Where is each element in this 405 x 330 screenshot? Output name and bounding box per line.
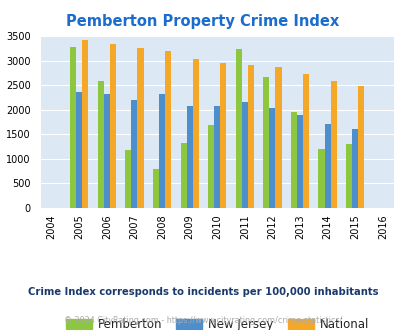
Bar: [351, 129, 357, 208]
Bar: [131, 100, 137, 208]
Bar: [110, 44, 116, 208]
Bar: [186, 106, 192, 208]
Bar: [345, 144, 351, 208]
Bar: [159, 94, 165, 208]
Bar: [153, 169, 159, 208]
Bar: [98, 82, 104, 208]
Bar: [208, 124, 214, 208]
Bar: [296, 115, 302, 208]
Bar: [302, 74, 308, 208]
Bar: [70, 47, 76, 208]
Bar: [165, 50, 171, 208]
Bar: [247, 65, 253, 208]
Bar: [269, 108, 275, 208]
Bar: [324, 123, 330, 208]
Bar: [220, 63, 226, 208]
Bar: [241, 103, 247, 208]
Bar: [180, 143, 186, 208]
Text: Crime Index corresponds to incidents per 100,000 inhabitants: Crime Index corresponds to incidents per…: [28, 287, 377, 297]
Text: © 2024 CityRating.com - https://www.cityrating.com/crime-statistics/: © 2024 CityRating.com - https://www.city…: [64, 316, 341, 325]
Bar: [137, 48, 143, 208]
Legend: Pemberton, New Jersey, National: Pemberton, New Jersey, National: [61, 313, 373, 330]
Bar: [214, 106, 220, 208]
Bar: [357, 86, 363, 208]
Bar: [76, 92, 82, 208]
Bar: [263, 77, 269, 208]
Bar: [104, 94, 110, 208]
Bar: [192, 59, 198, 208]
Bar: [82, 40, 88, 208]
Bar: [235, 49, 241, 208]
Text: Pemberton Property Crime Index: Pemberton Property Crime Index: [66, 14, 339, 29]
Bar: [290, 112, 296, 208]
Bar: [318, 148, 324, 208]
Bar: [125, 150, 131, 208]
Bar: [275, 67, 281, 208]
Bar: [330, 81, 336, 208]
